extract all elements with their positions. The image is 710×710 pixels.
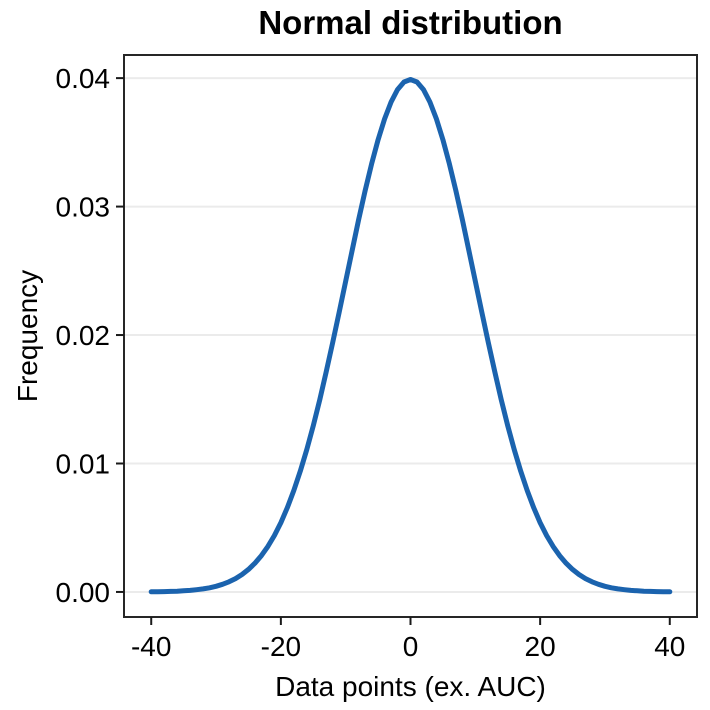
y-tick-label: 0.00 — [56, 577, 111, 608]
y-tick-label: 0.04 — [56, 63, 111, 94]
x-tick-label: 40 — [654, 631, 685, 662]
x-tick-label: 0 — [403, 631, 419, 662]
x-tick-label: -20 — [261, 631, 301, 662]
density-curve — [148, 77, 673, 595]
y-tick-label: 0.02 — [56, 320, 111, 351]
y-axis-title: Frequency — [12, 269, 43, 403]
y-tick-label: 0.01 — [56, 448, 111, 479]
x-axis-title: Data points (ex. AUC) — [275, 671, 546, 702]
y-tick-label: 0.03 — [56, 191, 111, 222]
x-tick-label: 20 — [525, 631, 556, 662]
x-tick-label: -40 — [131, 631, 171, 662]
chart-title: Normal distribution — [258, 4, 563, 41]
